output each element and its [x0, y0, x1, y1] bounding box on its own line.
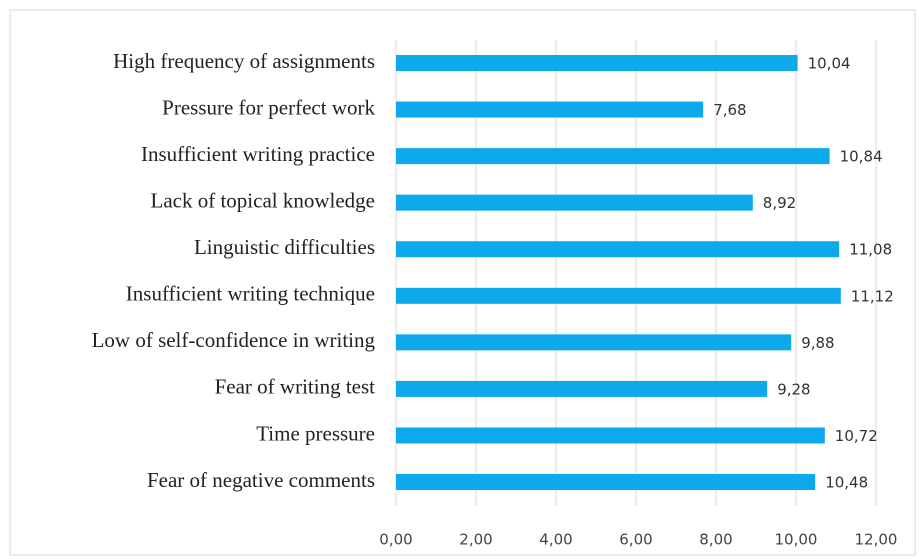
bar — [396, 474, 816, 491]
x-tick-label: 12,00 — [855, 531, 898, 549]
bar — [396, 380, 768, 397]
y-tick-label: Fear of negative comments — [147, 468, 375, 492]
y-tick-label: Fear of writing test — [215, 375, 376, 399]
x-tick-label: 4,00 — [539, 531, 572, 549]
chart-border — [9, 9, 916, 556]
value-label: 10,04 — [808, 55, 851, 73]
x-tick-label: 2,00 — [459, 531, 492, 549]
y-tick-label: Pressure for perfect work — [162, 95, 375, 119]
x-tick-label: 10,00 — [775, 531, 818, 549]
value-label: 10,48 — [825, 474, 868, 492]
bar — [396, 334, 792, 351]
value-label: 11,12 — [851, 287, 894, 305]
bar — [396, 287, 841, 304]
y-tick-label: Insufficient writing practice — [141, 142, 375, 166]
y-tick-label: Linguistic difficulties — [194, 235, 375, 259]
value-label: 9,88 — [801, 334, 834, 352]
value-label: 8,92 — [763, 194, 796, 212]
bar — [396, 427, 825, 444]
value-label: 9,28 — [777, 380, 810, 398]
bar — [396, 241, 840, 258]
x-tick-label: 0,00 — [379, 531, 412, 549]
y-tick-label: Time pressure — [256, 421, 375, 445]
value-label: 7,68 — [713, 101, 746, 119]
bar — [396, 148, 830, 165]
y-tick-label: High frequency of assignments — [113, 49, 375, 73]
value-label: 10,72 — [835, 427, 878, 445]
bar — [396, 55, 798, 71]
y-tick-label: Insufficient writing technique — [126, 282, 375, 306]
y-tick-label: Low of self-confidence in writing — [92, 328, 376, 352]
y-tick-label: Lack of topical knowledge — [151, 188, 376, 212]
x-tick-label: 8,00 — [699, 531, 732, 549]
value-label: 11,08 — [849, 241, 892, 259]
bar — [396, 194, 753, 211]
bar — [396, 101, 704, 118]
value-label: 10,84 — [840, 148, 883, 166]
x-tick-label: 6,00 — [619, 531, 652, 549]
